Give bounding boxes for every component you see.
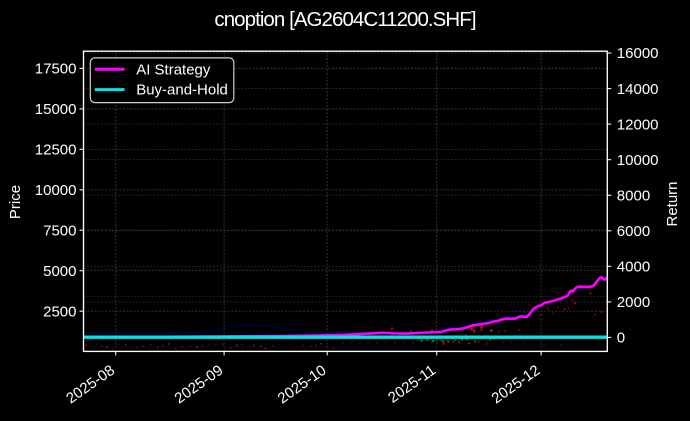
- svg-text:Price: Price: [7, 185, 24, 219]
- svg-text:cnoption [AG2604C11200.SHF]: cnoption [AG2604C11200.SHF]: [214, 8, 475, 31]
- svg-text:Buy-and-Hold: Buy-and-Hold: [136, 82, 228, 99]
- svg-text:7500: 7500: [43, 222, 76, 239]
- svg-text:14000: 14000: [617, 81, 659, 98]
- svg-text:AI Strategy: AI Strategy: [136, 61, 211, 78]
- svg-text:10000: 10000: [617, 152, 659, 169]
- svg-text:6000: 6000: [617, 223, 650, 240]
- svg-text:17500: 17500: [35, 61, 77, 78]
- svg-text:0: 0: [617, 330, 625, 347]
- svg-text:2000: 2000: [617, 294, 650, 311]
- svg-text:2500: 2500: [43, 303, 76, 320]
- svg-text:16000: 16000: [617, 45, 659, 62]
- svg-text:12000: 12000: [617, 116, 659, 133]
- svg-text:15000: 15000: [35, 101, 77, 118]
- svg-text:Return: Return: [664, 181, 681, 226]
- svg-text:4000: 4000: [617, 259, 650, 276]
- svg-text:12500: 12500: [35, 142, 77, 159]
- svg-text:5000: 5000: [43, 263, 76, 280]
- svg-text:8000: 8000: [617, 187, 650, 204]
- svg-text:10000: 10000: [35, 182, 77, 199]
